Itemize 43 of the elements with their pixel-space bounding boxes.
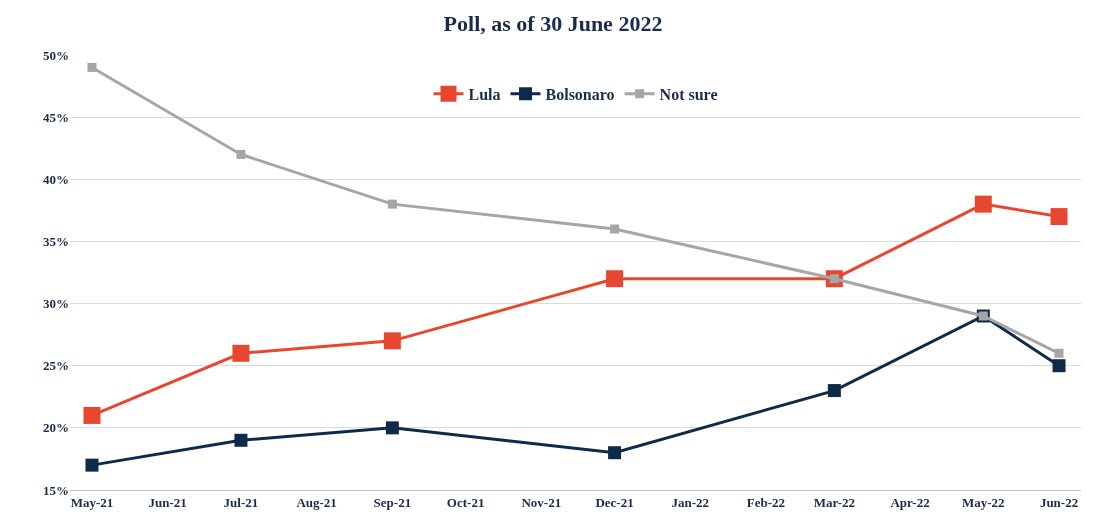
legend-label: Bolsonaro [545, 85, 615, 103]
x-tick-label: Dec-21 [595, 494, 634, 510]
chart-title: Poll, as of 30 June 2022 [443, 11, 663, 37]
x-tick-label: May-21 [70, 494, 114, 510]
point [1050, 208, 1068, 226]
legend-label: Lula [468, 85, 501, 103]
y-tick-label: 40% [43, 171, 69, 187]
x-tick-label: Aug-21 [296, 494, 337, 510]
x-tick-label: Jun-22 [1039, 494, 1079, 510]
legend-label: Not sure [659, 85, 718, 103]
x-tick-label: May-22 [962, 494, 1005, 510]
point [827, 384, 841, 398]
point [974, 195, 992, 213]
point [232, 344, 250, 362]
x-tick-label: Sep-21 [373, 494, 412, 510]
y-tick-label: 15% [43, 482, 69, 498]
y-tick-label: 30% [43, 296, 69, 312]
x-tick-label: Jul-21 [223, 494, 259, 510]
point [385, 421, 399, 435]
x-tick-label: Oct-21 [446, 494, 485, 510]
point [234, 433, 248, 447]
x-tick-label: Jan-22 [671, 494, 710, 510]
point [383, 332, 401, 350]
point [387, 199, 397, 209]
x-tick-label: Apr-22 [890, 494, 930, 510]
x-tick-label: Mar-22 [813, 494, 856, 510]
point [608, 446, 622, 460]
point [606, 270, 624, 288]
y-tick-label: 20% [43, 420, 69, 436]
y-tick-label: 35% [43, 233, 69, 249]
point [1054, 348, 1064, 358]
point [236, 149, 246, 159]
point [1052, 359, 1066, 373]
y-tick-label: 50% [43, 47, 69, 63]
x-tick-label: Jun-21 [148, 494, 187, 510]
point [610, 224, 620, 234]
x-tick-label: Nov-21 [521, 494, 562, 510]
x-tick-label: Feb-22 [746, 494, 786, 510]
y-tick-label: 25% [43, 358, 69, 374]
point [85, 458, 99, 472]
y-tick-label: 45% [43, 109, 69, 125]
point [87, 62, 97, 72]
point [83, 406, 101, 424]
